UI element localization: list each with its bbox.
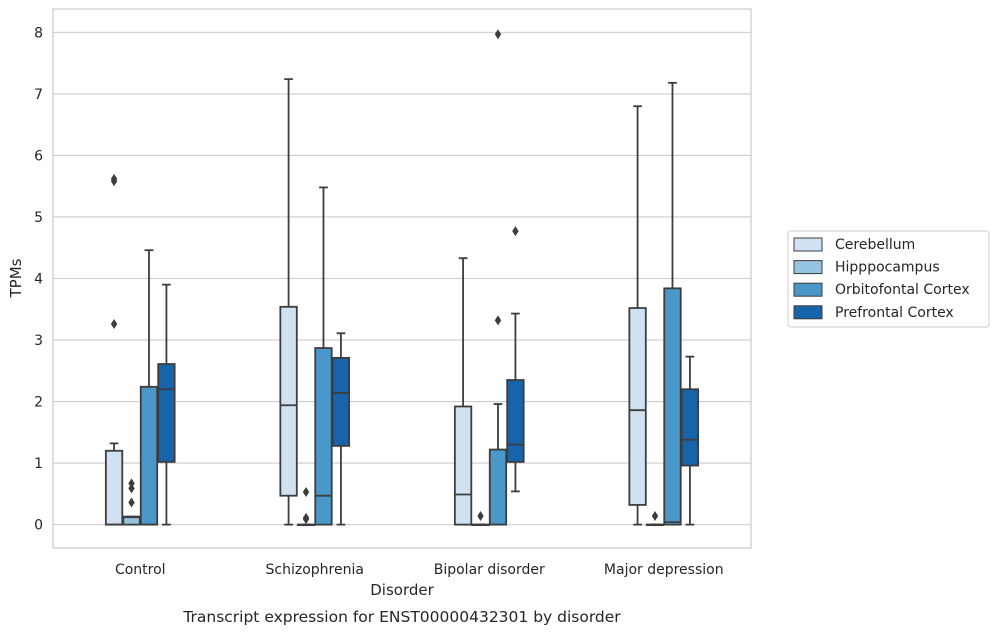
x-axis-label: Disorder [370, 581, 434, 599]
box-body [279, 305, 298, 497]
y-tick-label: 3 [34, 333, 43, 349]
legend-swatch [793, 305, 823, 320]
box-cerebellum [453, 257, 473, 526]
box-body [331, 356, 351, 447]
y-tick-label: 0 [34, 518, 43, 534]
y-tick-label: 4 [34, 272, 43, 288]
x-tick-label: Major depression [604, 562, 724, 578]
box-body [663, 287, 682, 526]
legend: Cerebellum Hipppocampus Orbitofontal Corte… [787, 230, 990, 328]
outlier-point [494, 315, 502, 326]
legend-entry: Hipppocampus [835, 260, 940, 276]
box-hipppocampus [296, 487, 316, 527]
box-body [628, 307, 647, 506]
box-body [314, 347, 333, 526]
box-cerebellum [279, 78, 298, 526]
outlier-point [512, 226, 519, 237]
box-prefrontal-cortex [680, 355, 700, 526]
outlier-point [651, 511, 659, 522]
y-tick-label: 8 [34, 25, 43, 41]
box-prefrontal-cortex [506, 226, 525, 493]
box-body [488, 448, 508, 526]
chart-caption: Transcript expression for ENST0000043230… [182, 608, 621, 626]
y-tick-label: 7 [34, 87, 43, 103]
box-body [157, 363, 176, 463]
y-tick-label: 1 [34, 456, 43, 472]
x-tick-label: Schizophrenia [266, 562, 364, 578]
legend-entry: Orbitofontal Cortex [835, 282, 970, 298]
y-tick-labels: 0 1 2 3 4 5 6 7 8 [34, 25, 43, 533]
legend-entry: Prefrontal Cortex [835, 305, 954, 321]
outlier-point [110, 173, 118, 184]
box-body [506, 379, 525, 463]
x-tick-labels: Control Schizophrenia Bipolar disorder Majo… [115, 562, 724, 578]
outlier-point [302, 512, 310, 523]
outlier-point [128, 478, 135, 489]
box-orbitofontal-cortex [488, 29, 508, 526]
box-orbitofontal-cortex [314, 186, 333, 526]
outlier-point [302, 487, 310, 498]
legend-swatch [793, 260, 823, 275]
box-body [104, 449, 124, 526]
legend-swatch [793, 237, 823, 252]
plot-frame [52, 8, 752, 549]
box-body [139, 385, 159, 526]
box-series [104, 29, 700, 527]
x-tick-label: Bipolar disorder [434, 562, 545, 578]
box-orbitofontal-cortex [663, 81, 682, 526]
y-axis-label: TPMs [7, 258, 25, 298]
box-body [680, 388, 700, 467]
y-tick-label: 5 [34, 210, 43, 226]
x-tick-label: Control [115, 562, 166, 578]
box-cerebellum [104, 173, 124, 526]
outlier-point [494, 29, 502, 40]
box-body [453, 405, 473, 526]
legend-frame [787, 230, 990, 328]
y-tick-label: 6 [34, 148, 43, 164]
box-hipppocampus [645, 511, 665, 527]
box-hipppocampus [122, 478, 141, 526]
box-prefrontal-cortex [331, 332, 351, 526]
outlier-point [477, 511, 484, 522]
y-tick-label: 2 [34, 395, 43, 411]
box-hipppocampus [471, 511, 490, 527]
legend-swatch [793, 282, 823, 297]
box-prefrontal-cortex [157, 283, 176, 526]
box-cerebellum [628, 105, 647, 526]
legend-entry: Cerebellum [835, 237, 915, 253]
box-orbitofontal-cortex [139, 249, 159, 526]
outlier-point [128, 497, 135, 508]
outlier-point [110, 319, 118, 330]
